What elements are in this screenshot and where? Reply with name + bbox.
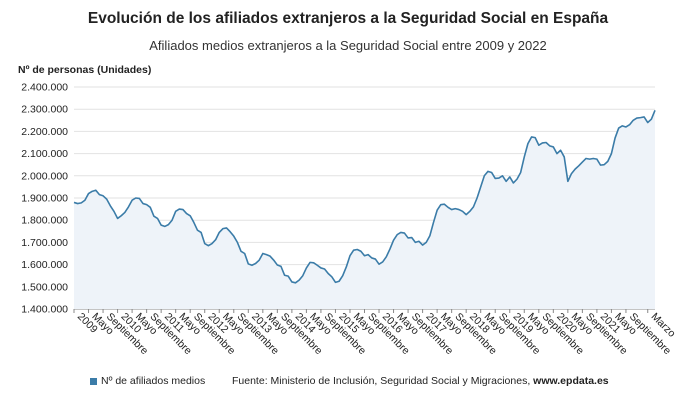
y-tick-label: 1.600.000 — [21, 259, 68, 271]
y-tick-label: 1.900.000 — [21, 193, 68, 205]
y-tick-label: 1.400.000 — [21, 304, 68, 316]
legend-swatch — [90, 378, 97, 385]
legend-label: Nº de afiliados medios — [101, 375, 206, 387]
x-axis-ticks: 2009MayoSeptiembre2010MayoSeptiembre2011… — [73, 309, 678, 357]
area-chart: 1.400.000 1.500.000 1.600.000 1.700.000 1.80… — [21, 82, 678, 358]
chart-title: Evolución de los afiliados extranjeros a… — [87, 10, 609, 27]
y-tick-label: 2.400.000 — [21, 82, 68, 94]
y-tick-label: 1.800.000 — [21, 215, 68, 227]
source-note: Fuente: Ministerio de Inclusión, Segurid… — [232, 375, 609, 387]
source-site: www.epdata.es — [533, 375, 609, 387]
series-area — [74, 110, 655, 309]
y-axis-ticks: 1.400.000 1.500.000 1.600.000 1.700.000 1.80… — [21, 82, 68, 316]
chart-subtitle: Afiliados medios extranjeros a la Seguri… — [149, 38, 547, 53]
y-axis-label: Nº de personas (Unidades) — [18, 64, 152, 76]
source-text: Fuente: Ministerio de Inclusión, Segurid… — [232, 375, 534, 387]
y-tick-label: 1.700.000 — [21, 237, 68, 249]
y-tick-label: 2.200.000 — [21, 126, 68, 138]
y-tick-label: 2.300.000 — [21, 104, 68, 116]
series-line — [73, 110, 656, 284]
y-tick-label: 2.000.000 — [21, 170, 68, 182]
y-tick-label: 2.100.000 — [21, 148, 68, 160]
y-tick-label: 1.500.000 — [21, 281, 68, 293]
